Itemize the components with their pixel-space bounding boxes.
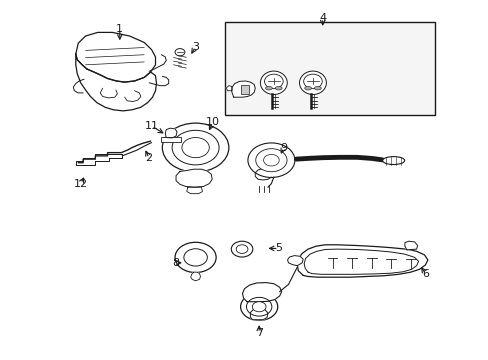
Ellipse shape (264, 74, 283, 89)
Ellipse shape (303, 74, 322, 89)
Text: 10: 10 (205, 117, 219, 127)
Ellipse shape (314, 86, 321, 90)
Polygon shape (176, 169, 212, 187)
Polygon shape (304, 249, 418, 274)
Circle shape (175, 49, 184, 56)
Polygon shape (190, 272, 200, 281)
Polygon shape (231, 81, 255, 97)
Circle shape (255, 149, 286, 172)
Ellipse shape (275, 86, 282, 90)
Polygon shape (297, 245, 427, 277)
Text: 8: 8 (172, 258, 179, 268)
Polygon shape (165, 128, 177, 138)
Polygon shape (250, 309, 267, 320)
Text: 7: 7 (255, 328, 262, 338)
Bar (240, 85, 249, 94)
Circle shape (263, 154, 279, 166)
Text: 1: 1 (116, 24, 123, 34)
Text: 6: 6 (421, 269, 428, 279)
Polygon shape (226, 86, 231, 91)
Circle shape (240, 293, 277, 320)
Polygon shape (76, 32, 155, 82)
Bar (224, 22, 434, 115)
Polygon shape (242, 283, 281, 302)
Circle shape (236, 245, 247, 253)
Text: 5: 5 (275, 243, 282, 253)
Circle shape (252, 302, 265, 312)
Polygon shape (76, 154, 122, 165)
Text: 3: 3 (192, 42, 199, 52)
Ellipse shape (304, 86, 311, 90)
Text: 11: 11 (144, 121, 158, 131)
Circle shape (231, 241, 252, 257)
Text: 4: 4 (319, 13, 325, 23)
Text: 12: 12 (74, 179, 87, 189)
Polygon shape (404, 241, 417, 250)
Text: 2: 2 (145, 153, 152, 163)
Polygon shape (76, 54, 156, 111)
Polygon shape (186, 187, 202, 194)
Polygon shape (287, 256, 303, 266)
Circle shape (183, 249, 207, 266)
Circle shape (172, 130, 219, 165)
Ellipse shape (299, 71, 326, 94)
Ellipse shape (265, 86, 272, 90)
Circle shape (247, 143, 294, 177)
Bar (161, 137, 181, 142)
Ellipse shape (260, 71, 287, 94)
Circle shape (182, 138, 209, 158)
Circle shape (175, 242, 216, 273)
Ellipse shape (382, 157, 404, 165)
Circle shape (246, 297, 271, 316)
Text: 9: 9 (280, 143, 286, 153)
Circle shape (162, 123, 228, 172)
